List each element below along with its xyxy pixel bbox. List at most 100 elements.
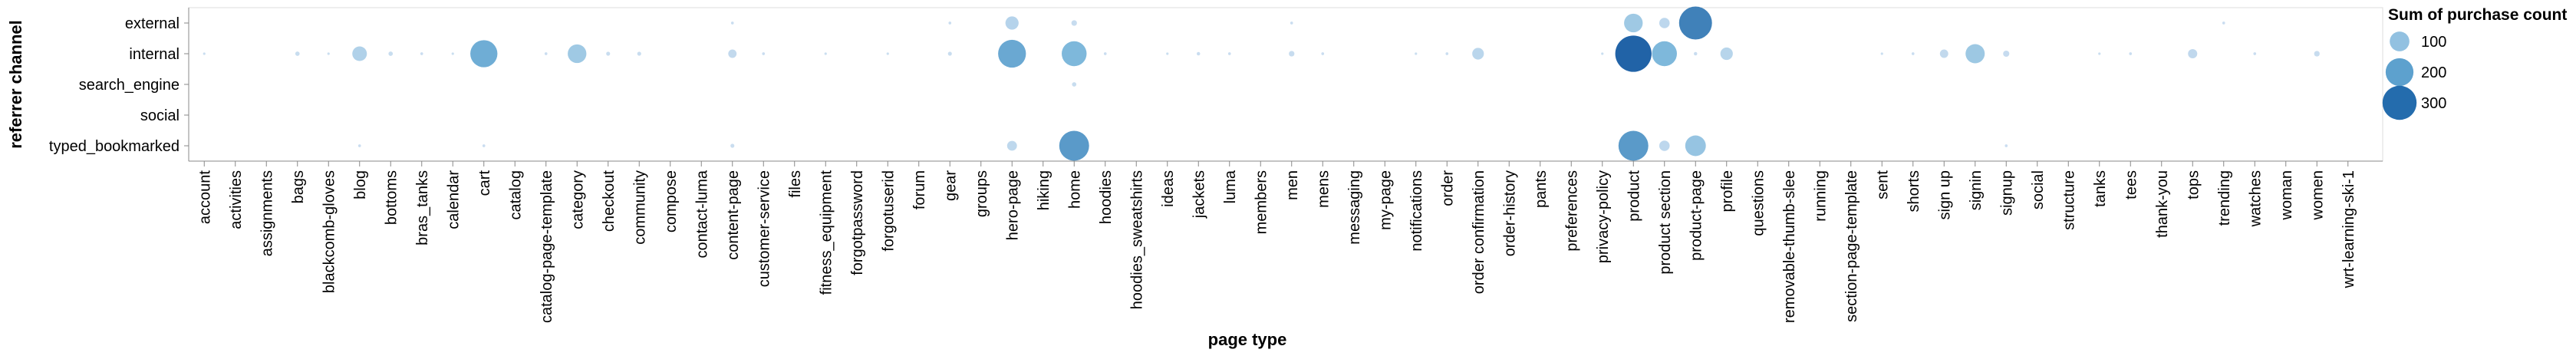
x-tick-label-blackcomb-gloves: blackcomb-gloves [321,170,338,293]
point-internal-blog [352,46,367,61]
point-internal-account [203,52,206,55]
x-tick-label-sign-up: sign up [1936,170,1953,220]
point-internal-tops [2188,48,2198,59]
point-typed-bookmarked-home [1059,130,1089,161]
point-internal-bras-tanks [420,52,423,55]
x-tick-label-home: home [1066,170,1083,209]
point-typed-bookmarked-product-section [1659,140,1670,151]
point-internal-fitness-equipment [824,52,827,55]
point-internal-order-confirmation [1472,48,1484,60]
point-internal-signin [1965,44,1985,64]
point-internal-sign-up [1939,49,1948,58]
x-tick-label-tanks: tanks [2092,170,2109,207]
point-internal-cart [470,40,498,68]
point-internal-tanks [2098,52,2101,55]
legend-symbol-100 [2390,31,2410,51]
point-typed-bookmarked-cart [482,144,486,147]
legend-label-300: 300 [2421,95,2446,112]
point-internal-ideas [1166,52,1169,55]
x-tick-label-bottoms: bottoms [383,170,400,225]
plot-area [188,7,2383,162]
x-tick-label-product: product [1626,170,1642,222]
y-tick-label-external: external [125,15,180,32]
point-internal-calendar [451,52,454,55]
x-tick-label-community: community [631,170,648,245]
point-internal-hoodies [1103,52,1107,55]
point-internal-men [1289,51,1295,57]
point-internal-bottoms [388,51,394,56]
x-tick-label-men: men [1284,170,1301,200]
point-typed-bookmarked-product-page [1685,135,1706,157]
point-external-product-page [1678,6,1712,40]
point-internal-home [1062,41,1087,67]
x-tick-label-product-page: product-page [1688,170,1705,261]
x-tick-label-files: files [787,170,804,198]
x-tick-label-messaging: messaging [1346,170,1363,245]
x-tick-label-trending: trending [2216,170,2233,226]
x-tick-label-wrt-learning-ski-1: wrt-learning-ski-1 [2340,170,2357,288]
point-internal-privacy-policy [1601,52,1604,55]
point-internal-order [1445,52,1449,55]
x-tick-label-structure: structure [2060,170,2077,230]
y-tick-label-typed-bookmarked: typed_bookmarked [49,138,180,155]
point-internal-tees [2129,52,2133,55]
point-typed-bookmarked-signup [2004,144,2008,147]
size-legend: Sum of purchase count 100 200 300 [2382,6,2567,120]
x-tick-label-groups: groups [973,170,990,217]
x-tick-label-forum: forum [911,170,928,209]
point-external-product-section [1659,18,1670,28]
x-tick-label-shorts: shorts [1906,170,1922,212]
x-tick-label-luma: luma [1222,170,1239,203]
point-typed-bookmarked-content-page [730,143,735,148]
x-tick-label-section-page-template: section-page-template [1843,170,1860,322]
x-tick-label-hoodies: hoodies [1098,170,1115,224]
x-tick-label-ideas: ideas [1160,170,1177,207]
x-axis-title: page type [1208,330,1287,349]
point-internal-customer-service [762,52,766,55]
x-tick-label-blog: blog [352,170,369,199]
x-tick-label-profile: profile [1719,170,1736,212]
x-tick-label-removable-thumb-slee: removable-thumb-slee [1781,170,1798,323]
x-tick-label-compose: compose [663,170,680,232]
x-tick-label-bags: bags [290,170,307,203]
point-internal-catalog-page-template [544,52,548,55]
x-tick-label-contact-luma: contact-luma [693,170,710,258]
point-internal-community [637,51,641,56]
x-tick-label-sent: sent [1874,170,1891,199]
x-tick-label-signin: signin [1968,170,1985,210]
point-external-gear [948,21,952,25]
x-tick-label-cart: cart [476,170,493,196]
x-tick-label-product-section: product section [1657,170,1674,275]
x-tick-label-questions: questions [1750,170,1767,236]
x-tick-label-mens: mens [1315,170,1332,208]
point-internal-profile [1720,47,1733,61]
point-external-content-page [730,21,734,25]
x-tick-label-privacy-policy: privacy-policy [1595,170,1612,263]
point-internal-category [568,44,587,64]
x-tick-label-notifications: notifications [1408,170,1425,252]
point-internal-forgotuserid [886,52,889,55]
x-tick-label-watches: watches [2247,170,2264,227]
point-internal-watches [2253,52,2257,55]
point-external-trending [2222,21,2225,25]
legend-label-100: 100 [2421,34,2446,51]
point-external-men [1290,21,1293,25]
x-tick-label-assignments: assignments [259,170,275,256]
x-tick-label-checkout: checkout [601,170,618,232]
x-tick-label-customer-service: customer-service [756,170,772,287]
point-external-product [1624,13,1643,33]
x-tick-label-order: order [1439,170,1456,206]
point-typed-bookmarked-hero-page [1006,140,1017,151]
x-tick-label-catalog-page-template: catalog-page-template [539,170,555,323]
x-tick-label-hero-page: hero-page [1004,170,1021,240]
x-tick-label-woman: woman [2278,170,2295,220]
x-tick-label-forgotuserid: forgotuserid [880,170,897,252]
y-tick-label-social: social [140,107,180,124]
legend-symbol-300 [2382,85,2417,120]
x-tick-label-preferences: preferences [1563,170,1580,252]
x-tick-label-tops: tops [2185,170,2202,199]
x-axis: account activities assignments bags blackcom… [189,160,2383,323]
point-search-engine-home [1072,82,1077,87]
